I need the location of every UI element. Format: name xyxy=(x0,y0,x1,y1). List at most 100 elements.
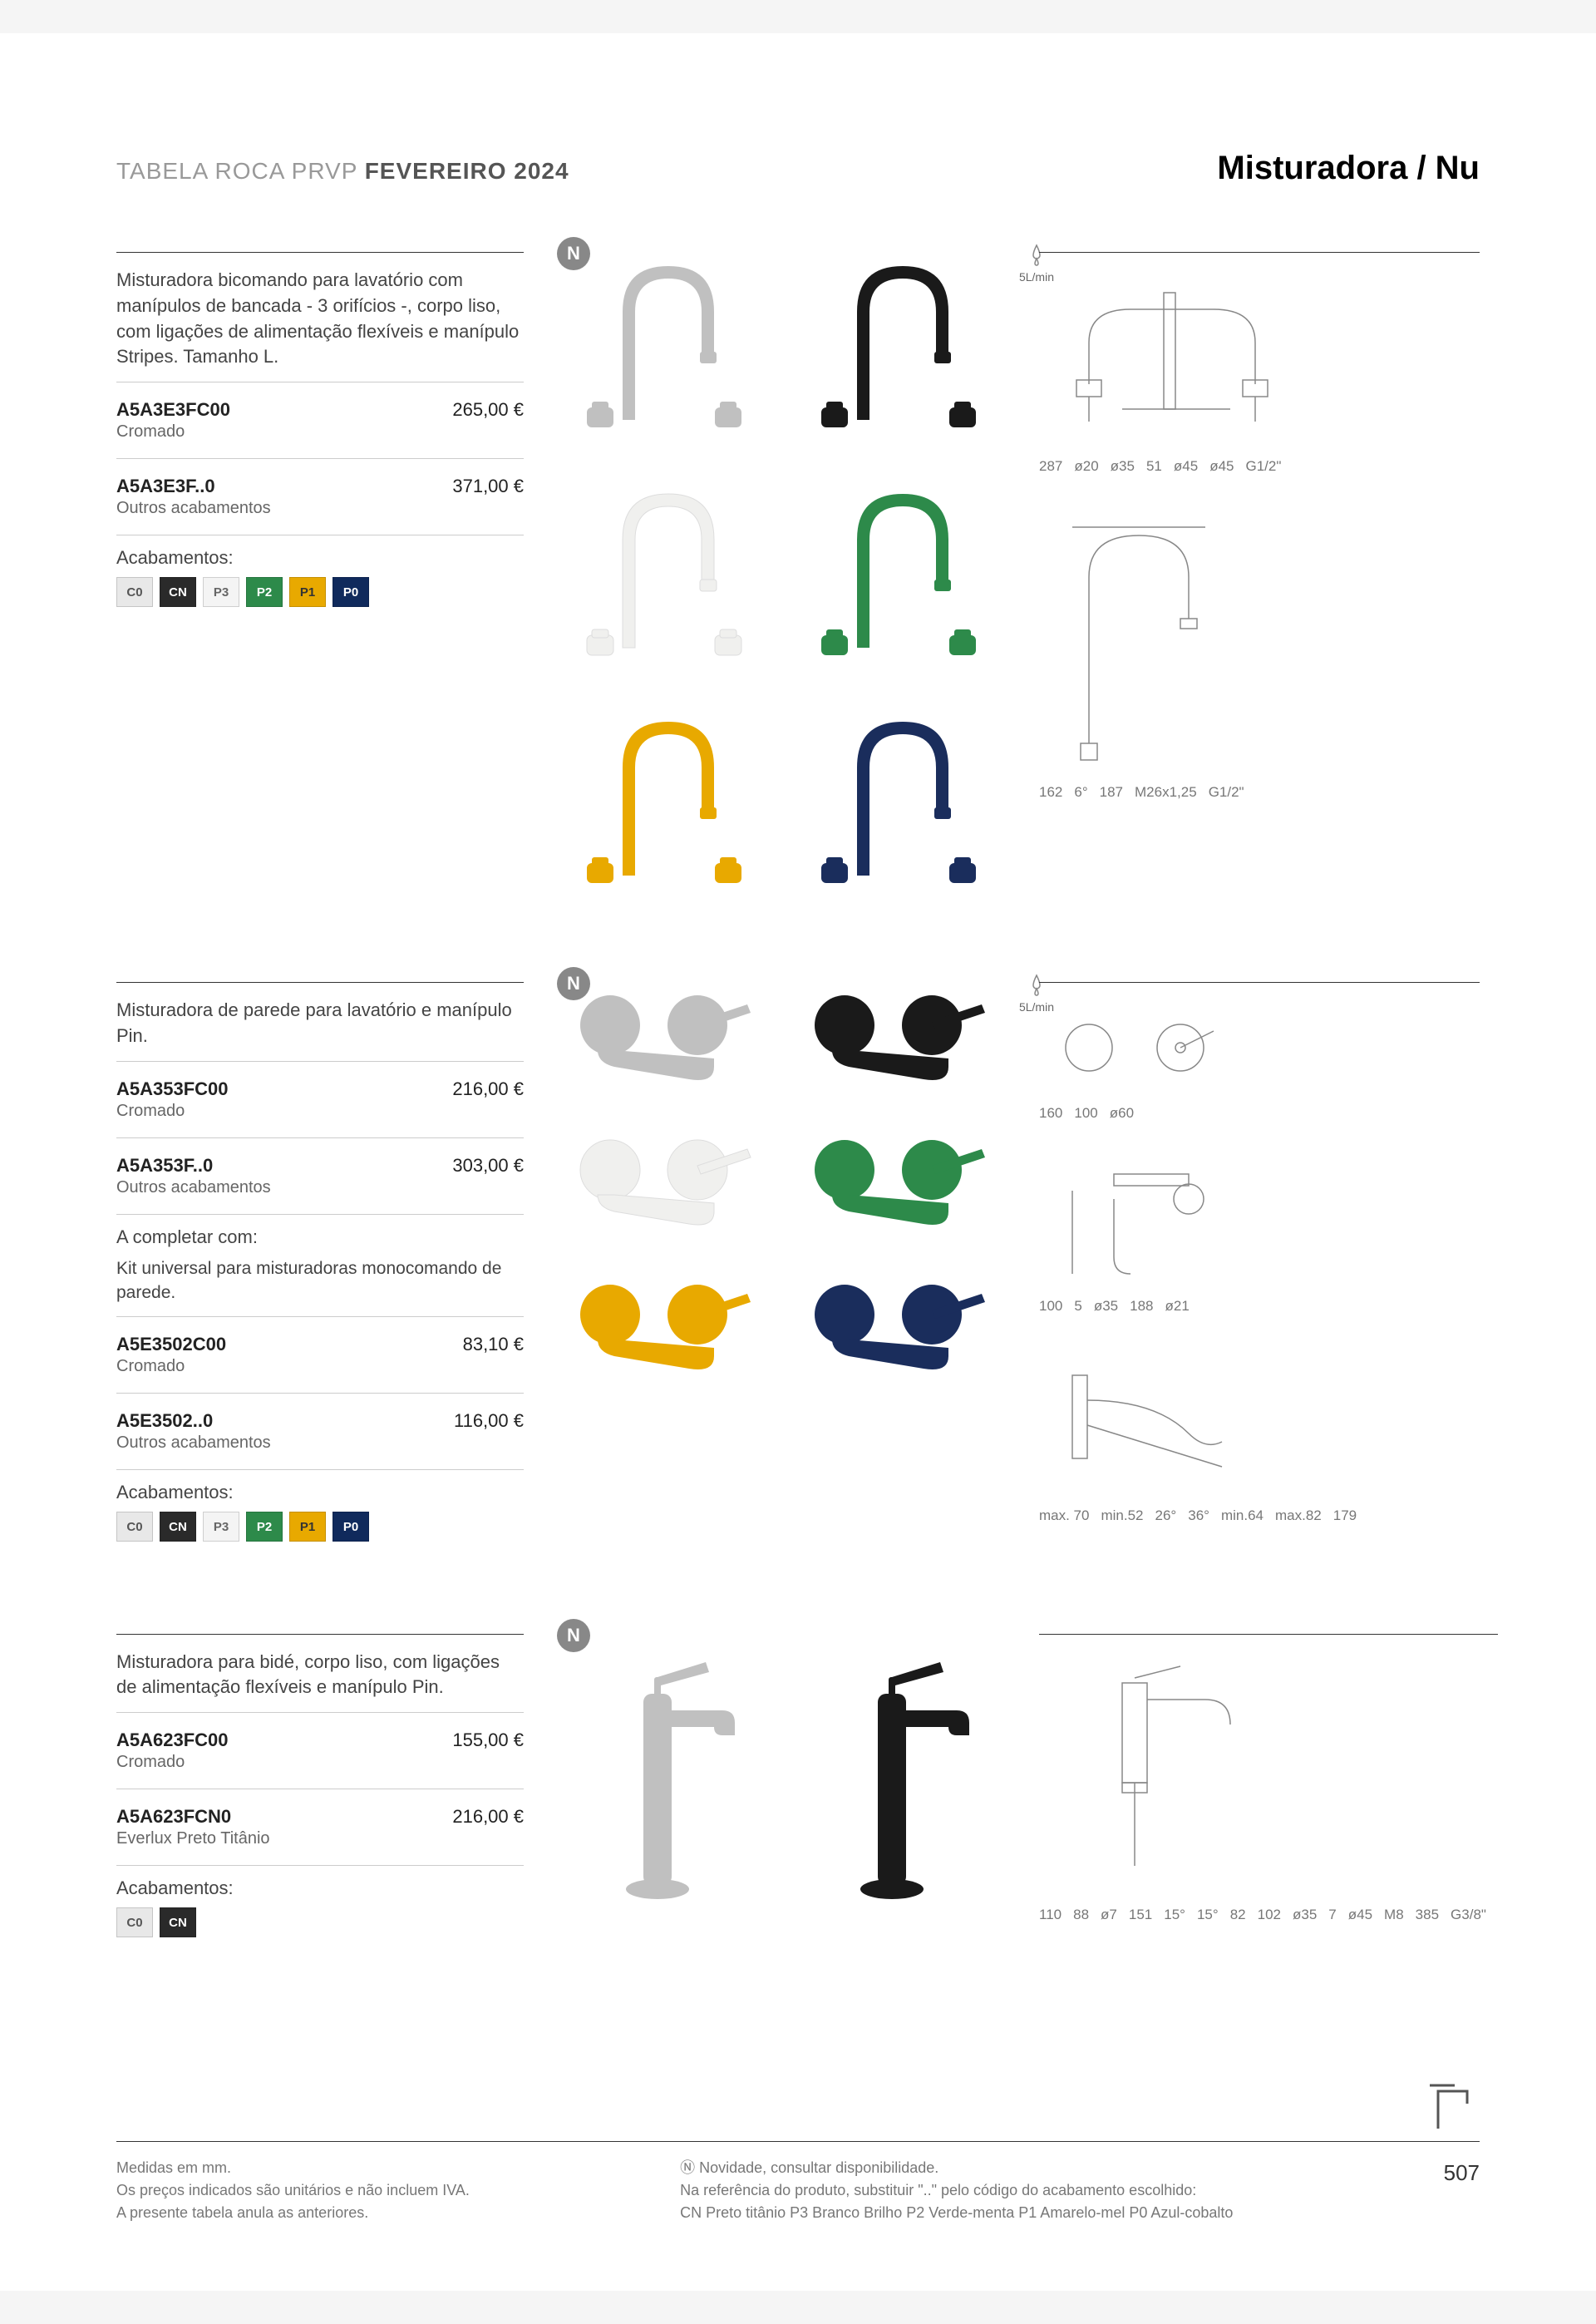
dimension-value: 51 xyxy=(1146,458,1162,474)
sku-price: 216,00 € xyxy=(452,1806,524,1828)
finishes-label: Acabamentos: xyxy=(116,1877,524,1899)
dimension-value: 160 xyxy=(1039,1105,1062,1121)
sku-finish: Cromado xyxy=(116,422,230,442)
dimension-value: 7 xyxy=(1328,1907,1336,1922)
finish-swatch: P3 xyxy=(203,577,239,607)
product-description: Misturadora para bidé, corpo liso, com l… xyxy=(116,1650,524,1701)
complement-label: A completar com: xyxy=(116,1226,524,1248)
category-icon xyxy=(1421,2070,1480,2141)
finish-swatch: P2 xyxy=(246,577,283,607)
product-variant-image xyxy=(791,245,1006,453)
finish-swatch: P3 xyxy=(203,1512,239,1542)
dimension-value: 88 xyxy=(1073,1907,1089,1922)
dimension-value: ø45 xyxy=(1209,458,1234,474)
sku-price: 116,00 € xyxy=(454,1410,524,1432)
footer-line: Ⓝ Novidade, consultar disponibilidade. xyxy=(680,2157,1233,2179)
sku-price: 83,10 € xyxy=(463,1334,524,1355)
footer-line: CN Preto titânio P3 Branco Brilho P2 Ver… xyxy=(680,2202,1233,2224)
dimension-value: ø35 xyxy=(1111,458,1135,474)
dimension-value: ø35 xyxy=(1293,1907,1317,1922)
footer-left: Medidas em mm. Os preços indicados são u… xyxy=(116,2157,470,2224)
footer-line: Na referência do produto, substituir "..… xyxy=(680,2179,1233,2202)
sku-code: A5A353F..0 xyxy=(116,1155,271,1177)
dimension-value: max. 70 xyxy=(1039,1507,1089,1523)
sku-row: A5A623FC00 Cromado 155,00 € xyxy=(116,1724,524,1777)
technical-drawing: 1005ø35188ø21 xyxy=(1039,1157,1480,1317)
sku-price: 265,00 € xyxy=(452,399,524,421)
sku-price: 216,00 € xyxy=(452,1078,524,1100)
finish-swatch: C0 xyxy=(116,577,153,607)
product-variant-image xyxy=(557,473,771,681)
sku-row: A5A353F..0 Outros acabamentos 303,00 € xyxy=(116,1150,524,1202)
sku-code: A5A3E3F..0 xyxy=(116,476,271,497)
new-badge: N xyxy=(557,1619,590,1652)
sku-finish: Outros acabamentos xyxy=(116,1178,271,1197)
product-variant-image xyxy=(791,1627,1006,1927)
new-badge: N xyxy=(557,967,590,1000)
sku-finish: Everlux Preto Titânio xyxy=(116,1829,270,1848)
sku-finish: Cromado xyxy=(116,1102,229,1121)
product-variant-image xyxy=(791,1265,1006,1389)
product-variant-image xyxy=(557,1627,771,1927)
footer-line: Os preços indicados são unitários e não … xyxy=(116,2179,470,2202)
sku-finish: Outros acabamentos xyxy=(116,499,271,518)
header-category: Misturadora / Nu xyxy=(1217,150,1480,187)
product-variant-image xyxy=(791,473,1006,681)
product-variant-image xyxy=(557,1120,771,1245)
finish-swatch: CN xyxy=(160,1907,196,1937)
dimension-value: 110 xyxy=(1039,1907,1062,1922)
dimension-value: 15° xyxy=(1197,1907,1219,1922)
header-left: TABELA ROCA PRVP FEVEREIRO 2024 xyxy=(116,158,569,185)
sku-price: 303,00 € xyxy=(452,1155,524,1177)
complement-description: Kit universal para misturadoras monocoma… xyxy=(116,1256,524,1305)
dimension-value: 15° xyxy=(1164,1907,1185,1922)
dimension-value: G1/2" xyxy=(1209,784,1244,800)
finish-swatch: P1 xyxy=(289,577,326,607)
dimension-value: 6° xyxy=(1074,784,1087,800)
sku-price: 371,00 € xyxy=(452,476,524,497)
dimension-value: M8 xyxy=(1384,1907,1404,1922)
dimension-value: min.64 xyxy=(1221,1507,1264,1523)
product-description: Misturadora bicomando para lavatório com… xyxy=(116,268,524,370)
dimension-value: 5 xyxy=(1074,1298,1081,1314)
product-variant-image xyxy=(557,245,771,453)
dimension-value: 26° xyxy=(1155,1507,1177,1523)
sku-code: A5A3E3FC00 xyxy=(116,399,230,421)
dimension-value: ø7 xyxy=(1101,1907,1117,1922)
product-variant-image xyxy=(791,701,1006,909)
sku-finish: Cromado xyxy=(116,1357,226,1376)
product-description: Misturadora de parede para lavatório e m… xyxy=(116,998,524,1049)
dimension-value: 187 xyxy=(1100,784,1123,800)
finishes-swatches: C0CN xyxy=(116,1907,524,1937)
dimension-value: G3/8" xyxy=(1451,1907,1486,1922)
product-variant-image xyxy=(557,701,771,909)
sku-row: A5A623FCN0 Everlux Preto Titânio 216,00 … xyxy=(116,1801,524,1853)
technical-drawing: 160100ø60 xyxy=(1039,998,1480,1124)
dimension-value: 179 xyxy=(1333,1507,1357,1523)
dimension-value: 287 xyxy=(1039,458,1062,474)
finish-swatch: P2 xyxy=(246,1512,283,1542)
sku-finish: Cromado xyxy=(116,1753,229,1772)
dimension-value: ø20 xyxy=(1074,458,1098,474)
technical-drawing: max. 70min.5226°36°min.64max.82179 xyxy=(1039,1350,1480,1527)
sku-row: A5A353FC00 Cromado 216,00 € xyxy=(116,1073,524,1126)
header-prefix: TABELA ROCA PRVP xyxy=(116,158,365,184)
dimension-value: 188 xyxy=(1130,1298,1153,1314)
dimension-value: ø35 xyxy=(1094,1298,1118,1314)
new-badge: N xyxy=(557,237,590,270)
finish-swatch: P0 xyxy=(332,1512,369,1542)
sku-price: 155,00 € xyxy=(452,1729,524,1751)
sku-code: A5A353FC00 xyxy=(116,1078,229,1100)
finish-swatch: C0 xyxy=(116,1512,153,1542)
sku-row: A5E3502C00 Cromado 83,10 € xyxy=(116,1329,524,1381)
finishes-swatches: C0CNP3P2P1P0 xyxy=(116,577,524,607)
dimension-value: min.52 xyxy=(1101,1507,1143,1523)
page-number: 507 xyxy=(1444,2157,1480,2224)
dimension-value: M26x1,25 xyxy=(1135,784,1197,800)
finish-swatch: C0 xyxy=(116,1907,153,1937)
dimension-value: max.82 xyxy=(1275,1507,1322,1523)
finish-swatch: P0 xyxy=(332,577,369,607)
dimension-value: 100 xyxy=(1039,1298,1062,1314)
finish-swatch: CN xyxy=(160,1512,196,1542)
sku-finish: Outros acabamentos xyxy=(116,1433,271,1453)
